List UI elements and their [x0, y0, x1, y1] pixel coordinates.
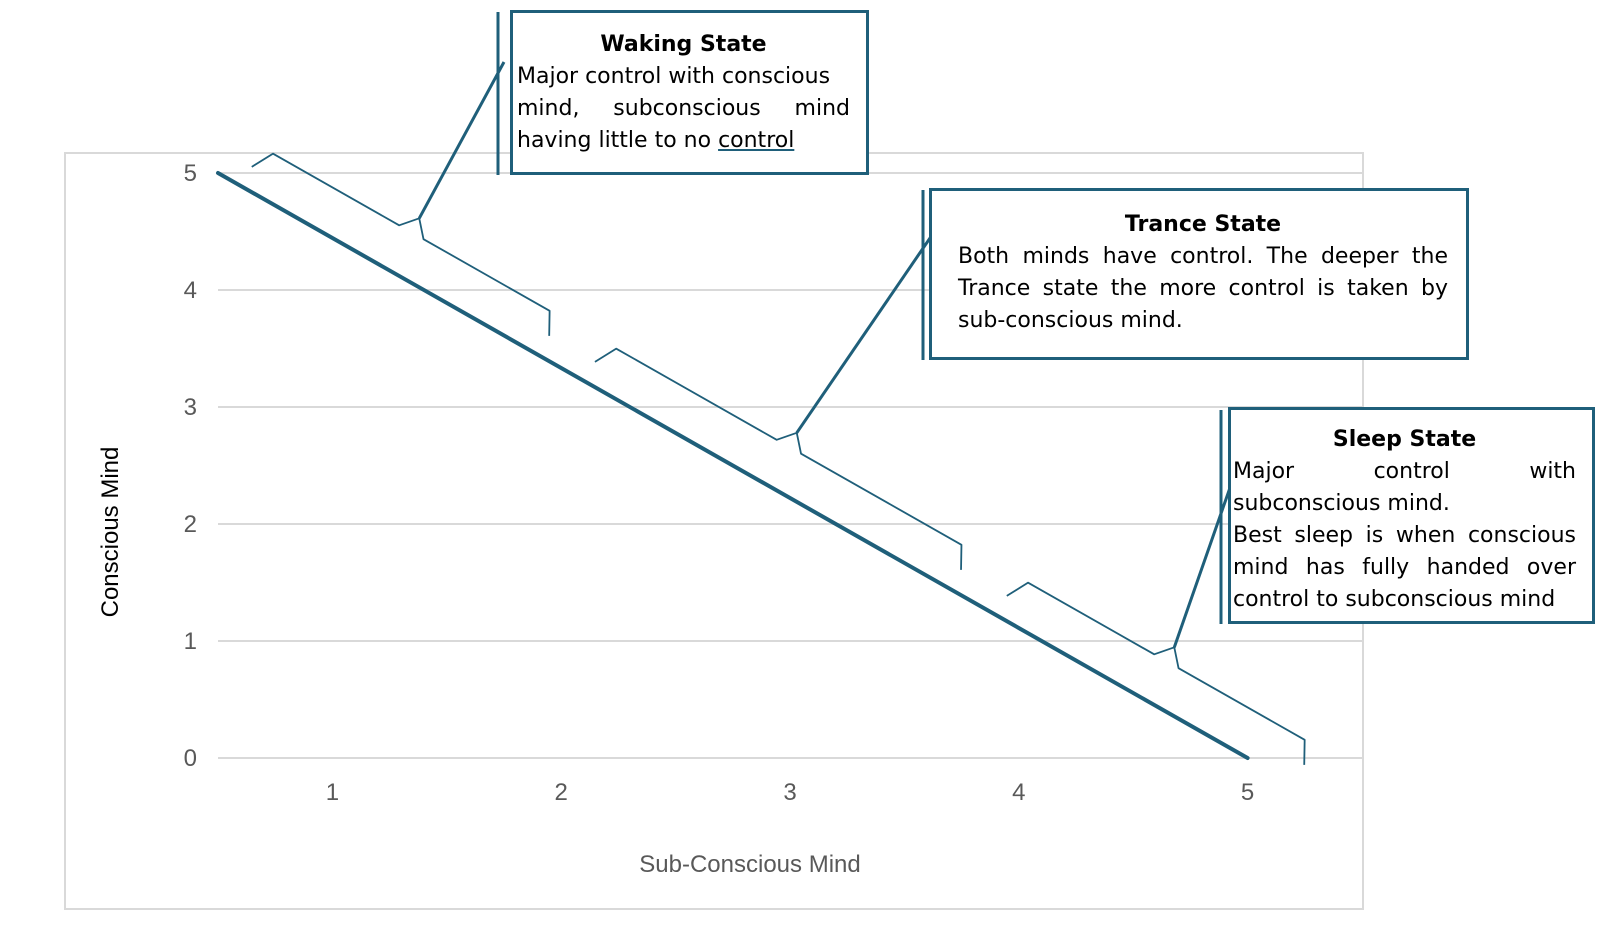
- waking-state-text: Major control with conscious mind, subco…: [517, 64, 850, 153]
- trance-state-text: Both minds have control. The deeper the …: [958, 244, 1448, 333]
- y-tick-label: 4: [184, 277, 197, 304]
- x-axis-label: Sub-Conscious Mind: [639, 851, 860, 878]
- x-tick-label: 3: [783, 779, 796, 806]
- y-tick-label: 1: [184, 628, 197, 655]
- x-tick-label: 4: [1012, 779, 1025, 806]
- series-line-0: [216, 171, 1250, 760]
- waking-state-underlined-word: control: [718, 128, 795, 153]
- trance-state-callout: Trance State Both minds have control. Th…: [929, 188, 1469, 360]
- waking-state-callout: Waking State Major control with consciou…: [510, 10, 869, 175]
- y-tick-label: 0: [184, 745, 197, 772]
- x-tick-label: 5: [1241, 779, 1254, 806]
- trance-state-title: Trance State: [1124, 212, 1282, 237]
- y-axis-label: Conscious Mind: [97, 447, 124, 618]
- x-tick-label: 2: [555, 779, 568, 806]
- brace-waking: [251, 152, 551, 336]
- brace-trance: [594, 347, 963, 570]
- brace-sleep: [1006, 581, 1306, 765]
- leader-waking: [417, 61, 506, 220]
- y-tick-label: 2: [184, 511, 197, 538]
- x-tick-label: 1: [326, 779, 339, 806]
- waking-state-title: Waking State: [600, 32, 767, 57]
- sleep-state-callout: Sleep State Major control with subconsci…: [1228, 407, 1595, 624]
- y-tick-label: 5: [184, 160, 197, 187]
- y-tick-label: 3: [184, 394, 197, 421]
- sleep-state-text-2: Best sleep is when conscious mind has fu…: [1233, 523, 1576, 612]
- leader-trance: [795, 221, 943, 434]
- sleep-state-title: Sleep State: [1332, 427, 1477, 452]
- sleep-state-text-1: Major control with subconscious mind.: [1233, 459, 1576, 516]
